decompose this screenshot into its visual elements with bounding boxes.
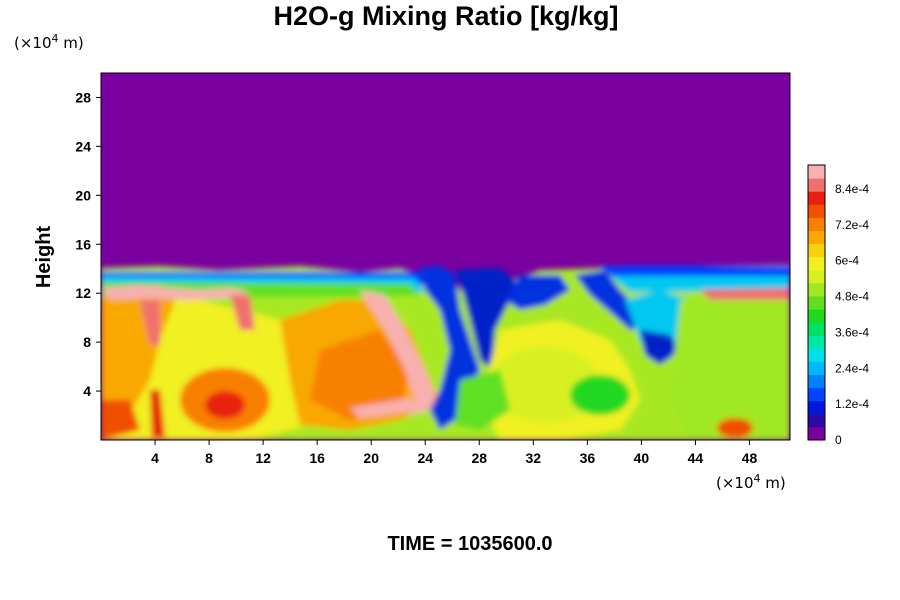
y-tick-label: 8 [83,334,91,350]
colorbar-tick-label: 6e-4 [835,254,859,268]
y-tick-label: 4 [83,383,91,399]
colorbar-tick-label: 4.8e-4 [835,290,869,304]
colorbar-ticks: 0 1.2e-4 2.4e-4 3.6e-4 4.8e-4 6e-4 7.2e-4 8.4e-… [835,182,869,447]
colorbar-segment [808,309,825,323]
colorbar-segment [808,374,825,389]
x-tick-label: 12 [255,450,271,466]
x-tick-label: 4 [151,450,159,466]
colorbar-segment [808,348,825,362]
colorbar-segment [808,322,825,336]
colorbar-segment [808,217,825,231]
x-tick-label: 32 [526,450,542,466]
colorbar-tick-label: 1.2e-4 [835,397,869,411]
x-tick-label: 40 [634,450,650,466]
x-tick-label: 16 [309,450,325,466]
x-tick-label: 44 [688,450,704,466]
colorbar-segment [808,191,825,205]
colorbar-segment [808,269,825,284]
colorbar-segment [808,361,825,376]
y-tick-label: 28 [75,89,91,105]
y-unit-label: (×104 m) [14,32,84,52]
colorbar-tick-label: 3.6e-4 [835,325,869,339]
colorbar [807,164,826,441]
x-axis-ticks: 4 8 12 16 20 24 28 32 36 40 44 48 [151,440,757,466]
chart-title: H2O-g Mixing Ratio [kg/kg] [273,1,618,31]
plot-frame [100,72,791,441]
x-tick-label: 8 [205,450,213,466]
colorbar-segment [808,282,825,297]
x-unit-label: (×104 m) [716,472,786,492]
colorbar-segment [808,178,825,192]
x-tick-label: 20 [363,450,379,466]
colorbar-segment [808,243,825,258]
y-tick-label: 16 [75,236,91,252]
colorbar-frame [807,164,826,441]
colorbar-segment [808,230,825,245]
colorbar-segment [808,165,825,179]
y-tick-label: 12 [75,285,91,301]
colorbar-tick-label: 0 [835,433,842,447]
x-tick-label: 24 [417,450,433,466]
time-label: TIME = 1035600.0 [387,533,552,555]
colorbar-segment [808,204,825,218]
y-tick-label: 20 [75,187,91,203]
colorbar-segment [808,413,825,428]
colorbar-tick-label: 8.4e-4 [835,182,869,196]
colorbar-segment [808,387,825,402]
colorbar-segment [808,335,825,349]
colorbar-segment [808,256,825,271]
y-axis-label: Height [33,226,55,289]
colorbar-segment [808,426,825,441]
x-tick-label: 36 [580,450,596,466]
x-tick-label: 48 [742,450,758,466]
y-axis-ticks: 4 8 12 16 20 24 28 [75,89,101,399]
colorbar-tick-label: 2.4e-4 [835,361,869,375]
colorbar-tick-label: 7.2e-4 [835,218,869,232]
y-tick-label: 24 [75,138,91,154]
colorbar-segment [808,400,825,415]
x-tick-label: 28 [471,450,487,466]
heatmap-field [101,73,790,440]
colorbar-segment [808,295,825,310]
